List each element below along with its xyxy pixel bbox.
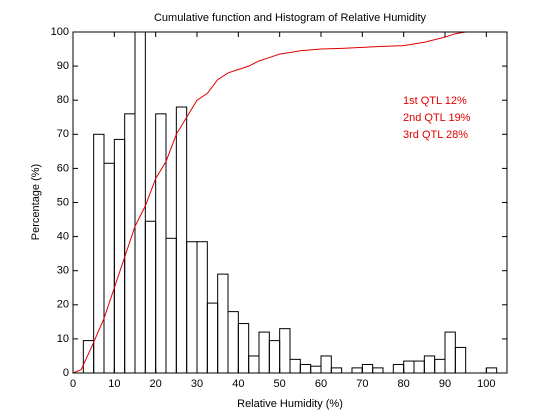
cumulative-line <box>72 31 507 374</box>
y-tick-label: 60 <box>57 162 69 174</box>
x-tick-label: 0 <box>70 378 76 390</box>
y-tick-label: 90 <box>57 60 69 72</box>
y-tick-label: 30 <box>57 265 69 277</box>
x-tick-label: 100 <box>477 378 495 390</box>
x-tick-label: 90 <box>439 378 451 390</box>
y-tick-label: 0 <box>63 367 69 379</box>
x-tick-label: 80 <box>398 378 410 390</box>
annotation: 3rd QTL 28% <box>403 129 468 141</box>
x-tick-label: 40 <box>232 378 244 390</box>
annotation: 1st QTL 12% <box>403 95 467 107</box>
y-tick-label: 20 <box>57 299 69 311</box>
x-tick-label: 20 <box>150 378 162 390</box>
y-tick-label: 10 <box>57 333 69 345</box>
chart-title: Cumulative function and Histogram of Rel… <box>154 12 427 24</box>
y-tick-label: 50 <box>57 196 69 208</box>
x-tick-label: 50 <box>274 378 286 390</box>
x-tick-label: 70 <box>356 378 368 390</box>
x-tick-label: 30 <box>191 378 203 390</box>
x-tick-label: 60 <box>315 378 327 390</box>
annotation: 2nd QTL 19% <box>403 112 471 124</box>
y-tick-label: 40 <box>57 231 69 243</box>
x-tick-label: 10 <box>108 378 120 390</box>
y-tick-label: 80 <box>57 94 69 106</box>
y-tick-label: 100 <box>51 26 69 38</box>
x-axis-label: Relative Humidity (%) <box>237 398 343 410</box>
y-axis-label: Percentage (%) <box>30 164 42 240</box>
y-tick-label: 70 <box>57 128 69 140</box>
